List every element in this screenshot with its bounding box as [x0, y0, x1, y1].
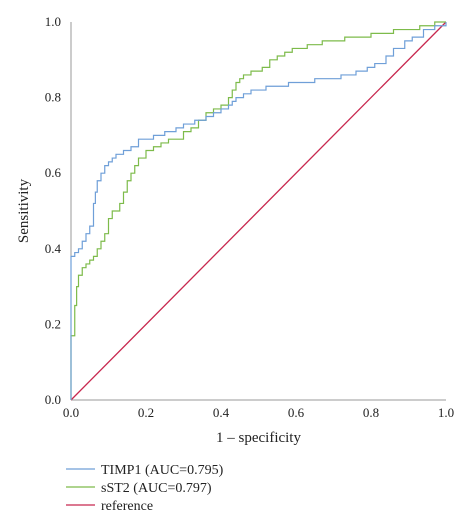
x-tick-label: 1.0: [438, 405, 454, 420]
y-tick-label: 1.0: [45, 14, 61, 29]
x-tick-labels: 0.0 0.2 0.4 0.6 0.8 1.0: [63, 405, 454, 420]
plot-area: 0.0 0.2 0.4 0.6 0.8 1.0 0.0 0.2 0.4 0.6 0.8 1.0: [45, 14, 454, 420]
series-line-reference: [70, 21, 447, 401]
y-tick-label: 0.0: [45, 392, 61, 407]
y-tick-label: 0.6: [45, 165, 62, 180]
series-line-timp1: [70, 22, 447, 400]
y-tick-label: 0.2: [45, 316, 61, 331]
legend: TIMP1 (AUC=0.795) sST2 (AUC=0.797) referen…: [66, 463, 224, 514]
legend-label: sST2 (AUC=0.797): [101, 481, 212, 496]
x-tick-label: 0.4: [213, 405, 230, 420]
y-tick-label: 0.4: [45, 241, 62, 256]
x-axis-title: 1 – specificity: [216, 430, 301, 446]
x-tick-label: 0.0: [63, 405, 79, 420]
y-axis-title: Sensitivity: [16, 178, 32, 243]
series-line-sst2: [70, 21, 446, 400]
x-tick-label: 0.2: [138, 405, 154, 420]
x-tick-label: 0.6: [288, 405, 305, 420]
x-tick-label: 0.8: [363, 405, 379, 420]
y-tick-label: 0.8: [45, 90, 61, 105]
legend-label: TIMP1 (AUC=0.795): [101, 463, 224, 478]
y-tick-labels: 0.0 0.2 0.4 0.6 0.8 1.0: [45, 14, 62, 407]
series-layer: [70, 21, 447, 401]
legend-label: reference: [101, 499, 153, 514]
